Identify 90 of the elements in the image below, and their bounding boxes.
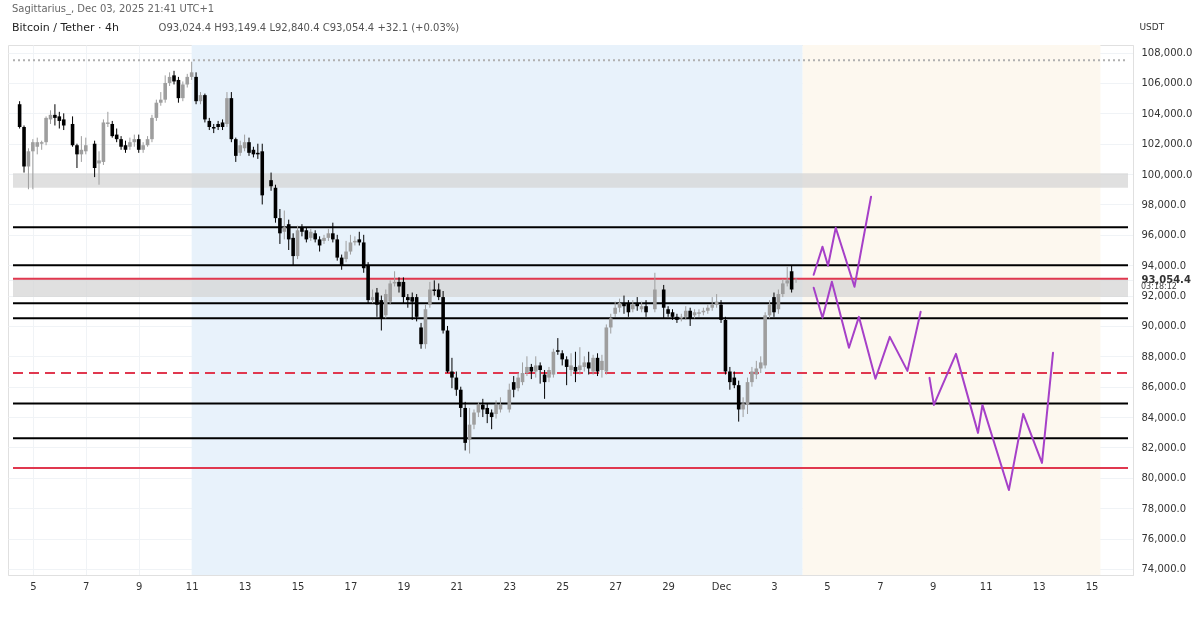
y-tick-label: 106,000.0 — [1141, 77, 1193, 89]
y-tick-label: 108,000.0 — [1141, 47, 1193, 59]
candlestick — [136, 134, 141, 154]
y-tick-label: 78,000.0 — [1141, 502, 1187, 514]
candlestick — [348, 234, 353, 256]
x-tick-label: 29 — [662, 580, 675, 592]
candlestick — [538, 361, 542, 385]
x-tick-label: 27 — [609, 580, 623, 592]
line-series — [812, 280, 922, 380]
x-tick-label: 7 — [83, 580, 90, 592]
y-tick-label: 84,000.0 — [1141, 411, 1187, 423]
candlestick — [181, 80, 185, 102]
candlestick — [163, 74, 167, 104]
candlestick — [494, 399, 498, 420]
candlestick — [53, 103, 57, 126]
y-axis-title: USDT — [1139, 21, 1165, 32]
y-tick-label: 100,000.0 — [1141, 168, 1193, 180]
candlestick — [428, 281, 432, 309]
candlestick — [754, 360, 759, 380]
candlestick — [591, 354, 595, 376]
candlestick — [189, 61, 194, 81]
x-tick-label: 11 — [979, 580, 993, 592]
candlestick — [344, 240, 348, 263]
x-tick-label: 25 — [556, 580, 570, 592]
line-series — [812, 195, 873, 288]
x-tick-label: 17 — [344, 580, 358, 592]
x-tick-label: 9 — [136, 580, 143, 592]
y-tick-label: 86,000.0 — [1141, 381, 1187, 393]
candlestick — [653, 272, 657, 313]
candlestick — [233, 137, 238, 163]
candlestick — [507, 383, 512, 414]
text: O93,024.4 H93,149.4 L92,840.4 C93,054.4 +32.1 (+0.03%) — [158, 22, 460, 33]
candlestick — [516, 372, 520, 392]
x-tick-label: 11 — [185, 580, 199, 592]
candlestick — [728, 366, 732, 391]
x-tick-label: 13 — [1032, 580, 1046, 592]
x-tick-label: 13 — [238, 580, 252, 592]
candlestick — [397, 276, 401, 294]
y-tick-label: 74,000.0 — [1141, 563, 1187, 575]
y-tick-label: 76,000.0 — [1141, 533, 1187, 545]
candlestick — [697, 308, 701, 318]
candlestick — [322, 234, 326, 245]
candlestick — [533, 355, 538, 379]
candlestick — [608, 313, 613, 335]
candlestick — [419, 322, 423, 350]
x-tick-label: 15 — [1085, 580, 1099, 592]
y-tick-label: 92,000.0 — [1141, 290, 1187, 302]
candlestick — [785, 266, 790, 287]
x-tick-label: 19 — [397, 580, 411, 592]
y-tick-label: 102,000.0 — [1141, 138, 1193, 150]
candlestick — [216, 120, 220, 131]
y-tick-label: 98,000.0 — [1141, 198, 1187, 210]
x-tick-label: 9 — [930, 580, 937, 592]
y-tick-label: 90,000.0 — [1141, 320, 1187, 332]
x-tick-label: 21 — [450, 580, 464, 592]
candlestick — [75, 143, 79, 169]
candlestick — [150, 114, 154, 143]
text: Sagittarius_, Dec 03, 2025 21:41 UTC+1 — [12, 3, 215, 15]
candlestick — [472, 408, 476, 430]
y-tick-label: 96,000.0 — [1141, 229, 1187, 241]
line-series — [928, 351, 1055, 491]
candlestick — [432, 279, 437, 297]
candlestick — [511, 375, 516, 398]
candlestick — [247, 137, 251, 157]
candlestick — [781, 278, 785, 298]
x-tick-label: 7 — [877, 580, 884, 592]
x-tick-label: Dec — [711, 580, 732, 592]
y-tick-label: 94,000.0 — [1141, 259, 1187, 271]
candlestick — [128, 137, 132, 151]
candlestick — [335, 234, 340, 262]
candlestick — [141, 141, 145, 154]
y-tick-label: 82,000.0 — [1141, 441, 1187, 453]
y-tick-label: 104,000.0 — [1141, 107, 1193, 119]
candlestick — [573, 351, 578, 383]
candlestick — [578, 346, 582, 376]
x-tick-label: 15 — [291, 580, 305, 592]
candlestick — [525, 355, 529, 377]
x-tick-label: 3 — [771, 580, 778, 592]
candlestick — [750, 366, 754, 388]
y-tick-label: 80,000.0 — [1141, 472, 1187, 484]
candlestick — [282, 210, 287, 240]
chart-title: Bitcoin / Tether · 4h — [12, 21, 120, 34]
candlestick — [569, 352, 573, 377]
x-tick-label: 5 — [824, 580, 831, 592]
candlestick — [269, 172, 273, 192]
x-tick-label: 5 — [30, 580, 37, 592]
y-tick-label: 88,000.0 — [1141, 350, 1187, 362]
candlestick — [31, 138, 35, 190]
x-tick-label: 23 — [503, 580, 517, 592]
candlestick — [450, 357, 454, 389]
